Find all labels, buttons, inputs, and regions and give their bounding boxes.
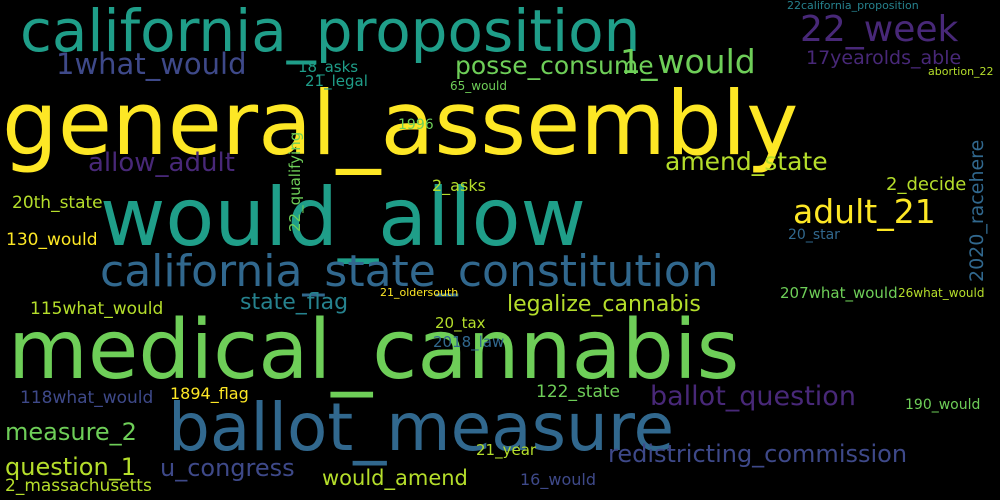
word-2-massachusetts: 2_massachusetts: [5, 476, 152, 496]
word-allow-adult: allow_adult: [88, 148, 235, 178]
word-posse-consume: posse_consume: [455, 51, 654, 80]
word-ballot-question: ballot_question: [650, 381, 856, 412]
word-18-asks: 18_asks: [298, 58, 359, 76]
word-16-would: 16_would: [520, 470, 596, 489]
word-26what-would: 26what_would: [898, 286, 985, 300]
word-measure-2: measure_2: [5, 418, 137, 446]
word-21-oldersouth: 21_oldersouth: [380, 286, 459, 299]
word-22california-proposition: 22california_proposition: [787, 0, 919, 12]
word-115what-would: 115what_would: [30, 299, 164, 319]
word-2018-law: 2018_law: [433, 333, 505, 351]
word-122-state: 122_state: [536, 382, 621, 402]
word-22-week: 22_week: [800, 9, 959, 50]
word-1what-would: 1what_would: [56, 47, 247, 81]
word-2-asks: 2_asks: [432, 176, 486, 195]
word-question-1: question_1: [5, 453, 136, 481]
word-ballot-measure: ballot_measure: [168, 389, 675, 466]
word-118what-would: 118what_would: [20, 388, 154, 408]
word-california-proposition: california_proposition: [20, 0, 641, 65]
word-medical-cannabis: medical_cannabis: [8, 303, 740, 398]
word-1894-flag: 1894_flag: [170, 384, 249, 403]
word-redistricting-commission: redistricting_commission: [608, 440, 908, 468]
word-130-would: 130_would: [6, 230, 98, 250]
word-21-legal: 21_legal: [305, 72, 368, 90]
word-adult-21: adult_21: [793, 192, 936, 231]
word-22-qualifying: 22_qualifying: [286, 131, 304, 232]
word-207what-would: 207what_would: [780, 284, 898, 302]
word-17yearolds-able: 17yearolds_able: [806, 47, 962, 69]
word-california-state-constitution: california_state_constitution: [100, 246, 719, 297]
word-20th-state: 20th_state: [12, 193, 103, 213]
word-would-allow: would_allow: [100, 171, 586, 264]
word-legalize-cannabis: legalize_cannabis: [507, 292, 701, 317]
word-2-decide: 2_decide: [886, 174, 967, 195]
word-general-assembly: general_assembly: [2, 72, 799, 175]
word-u-congress: u_congress: [160, 454, 295, 482]
word-would-amend: would_amend: [322, 466, 468, 490]
word-2020-racehere: 2020_racehere: [966, 139, 988, 282]
word-65-would: 65_would: [450, 79, 507, 93]
word-state-flag: state_flag: [240, 290, 349, 315]
word-abortion-22: abortion_22: [928, 65, 994, 78]
word-190-would: 190_would: [905, 397, 981, 413]
word-21-year: 21_year: [476, 441, 537, 459]
word-20-tax: 20_tax: [435, 314, 486, 332]
word-20-star: 20_star: [788, 227, 840, 243]
word-1996: 1996: [398, 117, 434, 133]
word-1-would: 1_would: [620, 42, 756, 81]
word-amend-state: amend_state: [665, 147, 828, 176]
